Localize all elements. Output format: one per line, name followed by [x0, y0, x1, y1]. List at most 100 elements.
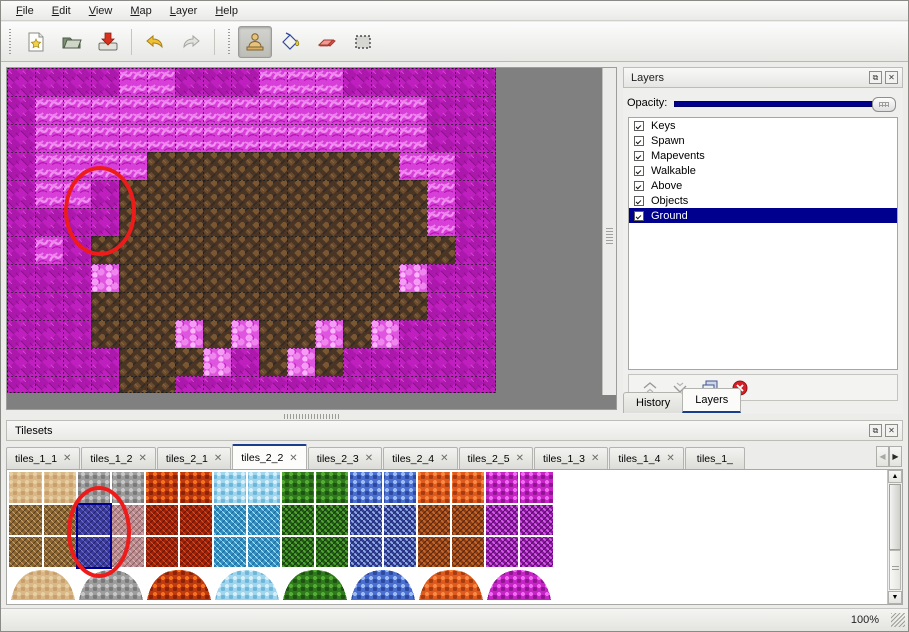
tileset-tab-tiles_1_3[interactable]: tiles_1_3 ✕	[533, 447, 609, 470]
bucket-fill-tool-button[interactable]	[274, 26, 308, 58]
close-tab-icon[interactable]: ✕	[289, 452, 298, 464]
menu-bar: File Edit View Map Layer Help	[1, 1, 908, 21]
toolbar-drag-handle[interactable]	[7, 28, 14, 55]
tileset-tab-label: tiles_2_1	[165, 452, 208, 465]
opacity-slider-track	[674, 101, 882, 107]
tileset-tab-tiles_1_2[interactable]: tiles_1_2 ✕	[81, 447, 156, 470]
tileset-tab-tiles_1_partial[interactable]: tiles_1_	[684, 447, 745, 470]
layer-row-ground[interactable]: Ground	[629, 208, 897, 223]
layer-visibility-checkbox[interactable]	[634, 195, 644, 206]
tileset-tab-tiles_2_1[interactable]: tiles_2_1 ✕	[156, 447, 232, 470]
close-tab-icon[interactable]: ✕	[364, 453, 374, 464]
canvas-vertical-scrollbar[interactable]	[602, 68, 616, 395]
close-tab-icon[interactable]: ✕	[666, 453, 675, 464]
tileset-vertical-scrollbar[interactable]: ▲ ▼	[887, 470, 902, 604]
layer-row-keys[interactable]: Keys	[629, 118, 897, 133]
new-map-button[interactable]	[19, 26, 53, 58]
close-tab-icon[interactable]: ✕	[440, 453, 449, 464]
close-tab-icon[interactable]: ✕	[138, 453, 147, 464]
toolbar-separator-2	[214, 28, 215, 55]
map-canvas[interactable]	[7, 68, 496, 393]
tilesets-float-button[interactable]: ⧉	[869, 424, 882, 437]
canvas-tilesets-splitter[interactable]	[6, 411, 617, 420]
layer-visibility-checkbox[interactable]	[634, 210, 644, 221]
scroll-up-button[interactable]: ▲	[888, 470, 902, 483]
opacity-row: Opacity:	[623, 91, 903, 115]
tileset-tab-tiles_2_4[interactable]: tiles_2_4 ✕	[383, 447, 458, 470]
menu-layer[interactable]: Layer	[169, 4, 198, 17]
layers-close-button[interactable]: ✕	[885, 71, 898, 84]
tilesets-close-button[interactable]: ✕	[885, 424, 898, 437]
tileset-tab-tiles_2_5[interactable]: tiles_2_5 ✕	[458, 447, 533, 470]
tileset-palette[interactable]	[9, 472, 555, 600]
map-canvas-viewport[interactable]	[6, 67, 617, 410]
redo-button[interactable]	[174, 26, 208, 58]
layer-row-mapevents[interactable]: Mapevents	[629, 148, 897, 163]
layer-name: Walkable	[651, 164, 696, 177]
layer-name: Objects	[651, 194, 689, 207]
layer-visibility-checkbox[interactable]	[634, 180, 644, 191]
menu-map[interactable]: Map	[130, 4, 152, 17]
move-layer-down-button[interactable]	[667, 377, 693, 398]
tilesets-dock: Tilesets ⧉ ✕ tiles_1_1 ✕ tiles_1_2 ✕ til…	[6, 420, 903, 605]
layer-name: Ground	[651, 209, 688, 222]
tileset-tab-label: tiles_1_3	[542, 452, 585, 465]
menu-view[interactable]: View	[88, 4, 113, 17]
eraser-tool-button[interactable]	[310, 26, 344, 58]
save-disk-icon	[98, 32, 118, 50]
status-bar: 100%	[1, 608, 908, 631]
tileset-tab-label: tiles_2_2	[241, 452, 284, 464]
stamp-tool-button[interactable]	[238, 25, 272, 58]
scroll-tabs-left-button[interactable]: ◀	[876, 446, 889, 467]
layer-visibility-checkbox[interactable]	[634, 150, 644, 161]
tilesets-dock-titlebar: Tilesets ⧉ ✕	[6, 420, 903, 441]
layers-float-button[interactable]: ⧉	[869, 71, 882, 84]
save-map-button[interactable]	[91, 26, 125, 58]
menu-help[interactable]: Help	[215, 4, 238, 17]
tileset-palette-area[interactable]: ▲ ▼	[6, 469, 903, 605]
tileset-tab-tiles_2_3[interactable]: tiles_2_3 ✕	[307, 447, 383, 470]
layer-row-above[interactable]: Above	[629, 178, 897, 193]
tab-history[interactable]: History	[623, 392, 684, 413]
splitter-grip	[283, 414, 340, 419]
rectangle-select-icon	[355, 34, 371, 49]
tileset-tab-tiles_1_4[interactable]: tiles_1_4 ✕	[609, 447, 684, 470]
opacity-slider[interactable]	[674, 96, 896, 112]
layer-visibility-checkbox[interactable]	[634, 135, 644, 146]
redo-arrow-icon	[183, 34, 200, 48]
tileset-tab-label: tiles_2_3	[316, 452, 359, 465]
tileset-tab-tiles_2_2[interactable]: tiles_2_2 ✕	[232, 444, 307, 470]
layers-dock: Layers ⧉ ✕ Opacity: Keys Spawn Mapevents	[623, 67, 903, 414]
scroll-tabs-right-button[interactable]: ▶	[889, 446, 902, 467]
close-tab-icon[interactable]: ✕	[590, 453, 600, 464]
layer-visibility-checkbox[interactable]	[634, 120, 644, 131]
menu-edit[interactable]: Edit	[51, 4, 71, 17]
resize-grip[interactable]	[891, 613, 905, 627]
new-document-icon	[28, 32, 44, 51]
layer-name: Spawn	[651, 134, 685, 147]
tab-layers[interactable]: Layers	[682, 388, 742, 413]
select-tool-button[interactable]	[346, 26, 380, 58]
tools-drag-handle[interactable]	[226, 28, 233, 55]
layer-list[interactable]: Keys Spawn Mapevents Walkable Above Obje…	[628, 117, 898, 370]
close-tab-icon[interactable]: ✕	[63, 453, 72, 464]
layers-dock-titlebar: Layers ⧉ ✕	[623, 67, 903, 88]
layer-visibility-checkbox[interactable]	[634, 165, 644, 176]
undo-button[interactable]	[138, 26, 172, 58]
tileset-scrollbar-track-lower[interactable]	[889, 550, 901, 590]
chevron-down-icon	[673, 382, 687, 393]
move-layer-up-button[interactable]	[637, 377, 663, 398]
menu-file[interactable]: File	[16, 4, 34, 17]
opacity-slider-handle[interactable]	[872, 97, 896, 112]
layer-row-spawn[interactable]: Spawn	[629, 133, 897, 148]
close-tab-icon[interactable]: ✕	[515, 453, 524, 464]
scrollbar-thumb-grip[interactable]	[606, 228, 613, 246]
layer-row-walkable[interactable]: Walkable	[629, 163, 897, 178]
scroll-down-button[interactable]: ▼	[888, 591, 902, 604]
layer-row-objects[interactable]: Objects	[629, 193, 897, 208]
tileset-tab-tiles_1_1[interactable]: tiles_1_1 ✕	[6, 447, 81, 470]
open-map-button[interactable]	[55, 26, 89, 58]
close-tab-icon[interactable]: ✕	[213, 453, 223, 464]
tileset-scrollbar-thumb[interactable]	[889, 484, 901, 550]
